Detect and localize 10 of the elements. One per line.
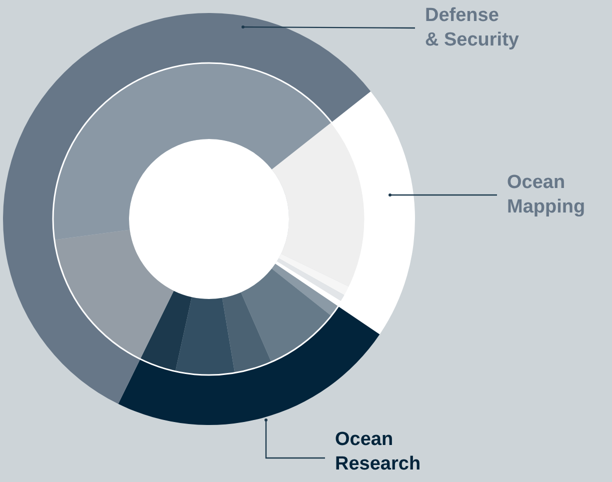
donut-slice bbox=[222, 292, 272, 373]
slice-label: Ocean Mapping bbox=[507, 172, 586, 218]
donut-slice bbox=[272, 264, 338, 316]
slice-label: Defense & Security bbox=[425, 5, 520, 51]
donut-slice bbox=[140, 290, 192, 372]
donut-slice bbox=[3, 13, 371, 404]
slice-label: Ocean Research bbox=[335, 429, 421, 475]
donut-slice bbox=[240, 268, 332, 362]
donut-slice bbox=[118, 306, 380, 425]
donut-slice bbox=[175, 297, 235, 375]
